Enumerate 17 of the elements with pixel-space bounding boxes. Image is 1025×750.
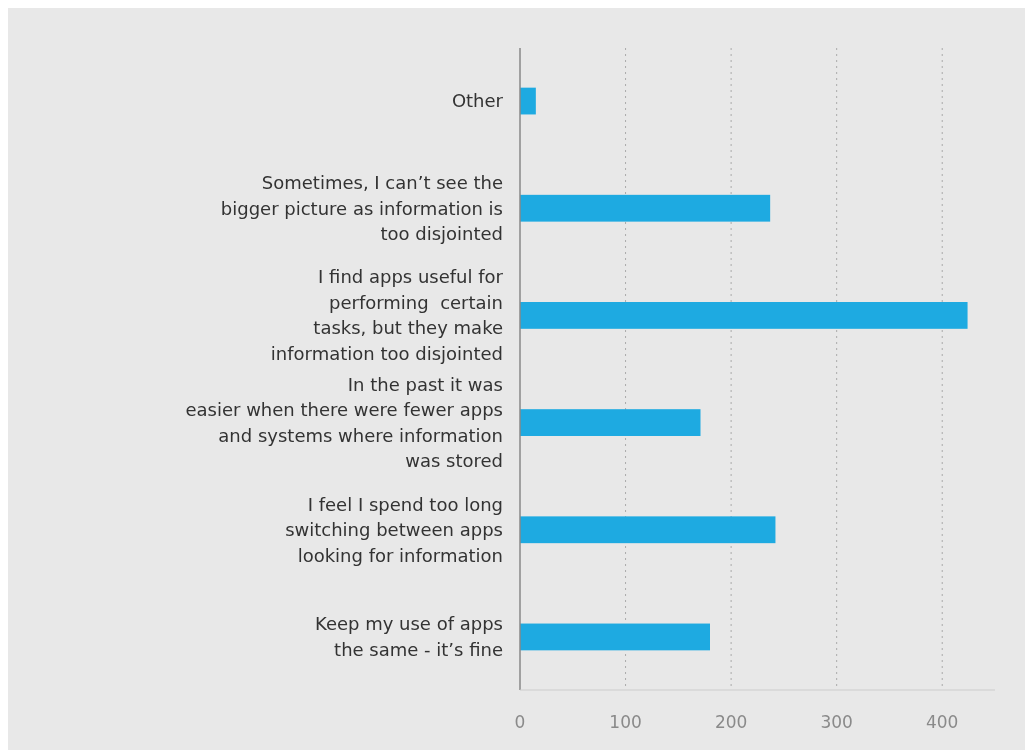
bar	[520, 87, 536, 115]
bar	[520, 194, 771, 222]
x-tick-label: 0	[514, 712, 526, 732]
bar	[520, 302, 968, 329]
y-tick-label: I feel I spend too long switching between apps looking for information	[285, 493, 503, 566]
bar	[520, 623, 710, 651]
x-tick-label: 200	[714, 712, 748, 732]
bar	[520, 516, 776, 544]
x-tick-label: 400	[926, 712, 959, 732]
x-tick-label: 300	[820, 712, 853, 732]
x-tick-label: 100	[609, 712, 642, 732]
bar	[520, 409, 701, 436]
y-tick-label: Keep my use of apps the same - it’s fine	[314, 613, 503, 660]
y-tick-label: Other	[451, 90, 504, 112]
y-tick-label: In the past it was easier when there were fewer apps and systems where information was stored	[185, 373, 503, 472]
y-tick-label: Sometimes, I can’t see the bigger picture as information is too disjointed	[220, 172, 503, 245]
y-tick-label: I find apps useful for performing certain tasks, but they make information too disjointed	[270, 266, 504, 364]
